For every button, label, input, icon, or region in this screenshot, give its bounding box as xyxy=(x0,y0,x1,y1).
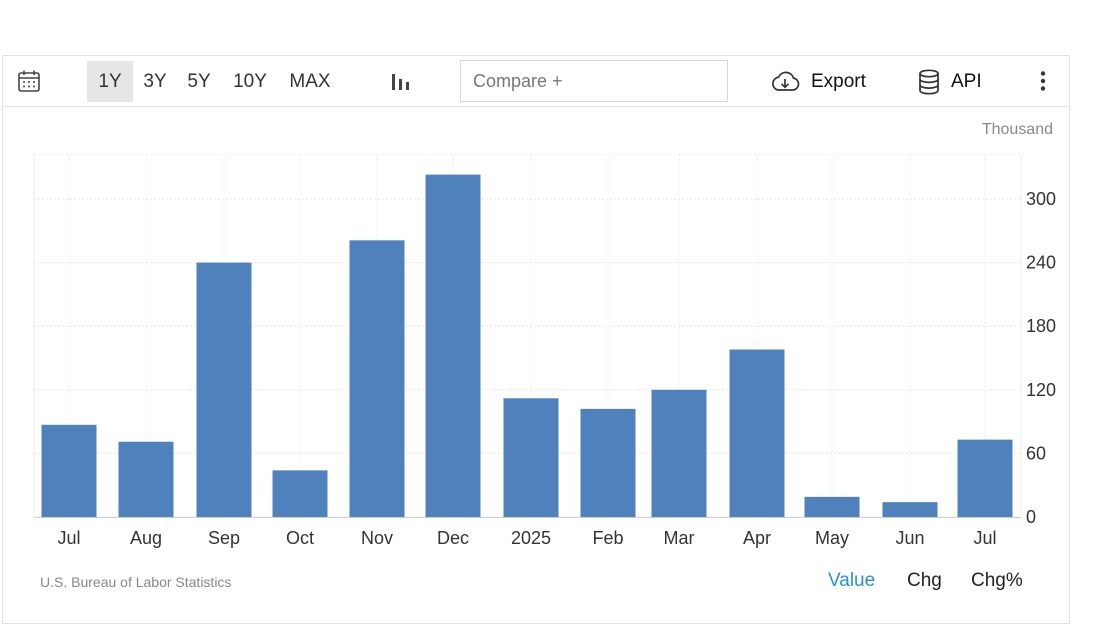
database-icon xyxy=(919,69,939,95)
x-tick-label: 2025 xyxy=(511,528,551,548)
range-5y-button[interactable]: 5Y xyxy=(187,71,211,92)
range-3y-button[interactable]: 3Y xyxy=(143,71,167,92)
calendar-icon[interactable] xyxy=(17,69,41,93)
source-label: U.S. Bureau of Labor Statistics xyxy=(40,574,232,590)
y-tick-label: 120 xyxy=(1026,380,1056,400)
bar-apr-9[interactable] xyxy=(729,349,785,517)
x-tick-label: Dec xyxy=(437,528,469,548)
chart-widget: 1Y 3Y 5Y 10Y MAX Export xyxy=(2,55,1070,624)
x-tick-label: Apr xyxy=(743,528,771,548)
chart-bars xyxy=(41,174,1013,517)
tab-value[interactable]: Value xyxy=(828,570,876,591)
x-tick-label: May xyxy=(815,528,849,548)
x-tick-label: Oct xyxy=(286,528,314,548)
bar-oct-3[interactable] xyxy=(272,470,328,517)
x-tick-label: Sep xyxy=(208,528,240,548)
y-axis-labels: 0 60 120 180 240 300 xyxy=(1026,189,1056,527)
more-vertical-icon[interactable] xyxy=(1035,69,1051,93)
y-tick-label: 180 xyxy=(1026,316,1056,336)
x-tick-label: Nov xyxy=(361,528,393,548)
bar-2025-6[interactable] xyxy=(503,398,559,517)
bar-jul-0[interactable] xyxy=(41,424,97,517)
x-tick-label: Feb xyxy=(592,528,623,548)
x-tick-label: Aug xyxy=(130,528,162,548)
x-tick-label: Mar xyxy=(664,528,695,548)
export-label: Export xyxy=(811,71,866,92)
api-button[interactable]: API xyxy=(917,67,982,97)
bar-aug-1[interactable] xyxy=(118,441,174,517)
x-tick-label: Jul xyxy=(973,528,996,548)
bar-sep-2[interactable] xyxy=(196,262,252,517)
range-10y-button[interactable]: 10Y xyxy=(233,71,267,92)
api-label: API xyxy=(951,71,982,92)
bar-chart: Jul Aug Sep Oct Nov Dec 2025 Feb Mar Apr May Jun Jul… xyxy=(33,153,1056,548)
x-tick-label: Jun xyxy=(895,528,924,548)
bar-jul-12[interactable] xyxy=(957,439,1013,517)
y-tick-label: 0 xyxy=(1026,507,1036,527)
range-max-button[interactable]: MAX xyxy=(289,71,331,92)
unit-label: Thousand xyxy=(981,121,1053,138)
bar-may-10[interactable] xyxy=(804,496,860,517)
bar-jun-11[interactable] xyxy=(882,502,938,517)
y-tick-label: 60 xyxy=(1026,443,1046,463)
bar-feb-7[interactable] xyxy=(580,408,636,517)
cloud-download-icon xyxy=(772,71,800,91)
y-tick-label: 240 xyxy=(1026,253,1056,273)
chart-toolbar: 1Y 3Y 5Y 10Y MAX Export xyxy=(3,56,1069,107)
tab-chg[interactable]: Chg xyxy=(907,570,942,591)
y-tick-label: 300 xyxy=(1026,189,1056,209)
range-1y-button[interactable]: 1Y xyxy=(87,61,133,102)
bar-dec-5[interactable] xyxy=(425,174,481,517)
compare-input[interactable] xyxy=(460,60,728,102)
bar-mar-8[interactable] xyxy=(651,389,707,517)
bar-chart-icon[interactable] xyxy=(389,70,411,92)
export-button[interactable]: Export xyxy=(769,67,866,97)
bar-nov-4[interactable] xyxy=(349,240,405,517)
tab-chg-percent[interactable]: Chg% xyxy=(971,570,1023,591)
x-tick-label: Jul xyxy=(57,528,80,548)
x-axis-labels: Jul Aug Sep Oct Nov Dec 2025 Feb Mar Apr May Jun Jul xyxy=(57,528,996,548)
